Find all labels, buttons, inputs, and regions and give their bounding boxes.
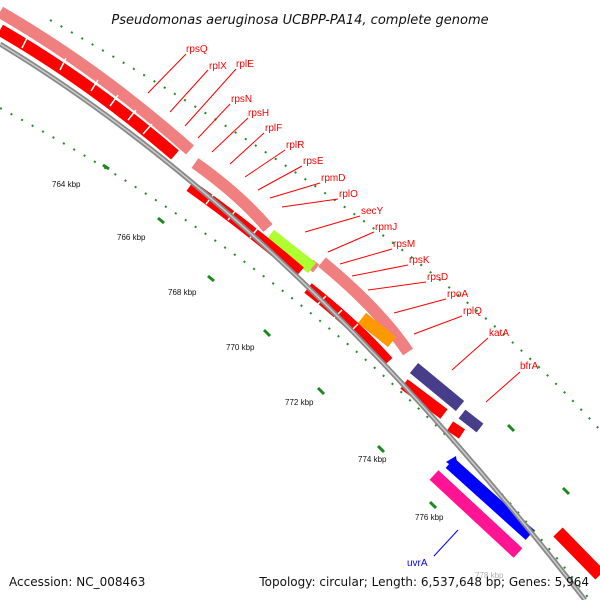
gc-dots-inner [0,107,591,600]
leader-rpmJ [327,231,375,253]
kbp-tick-marks [102,163,571,510]
gene-label-rpsN[interactable]: rpsN [231,94,252,105]
leader-rpmD [269,182,321,199]
leader-rplX [169,69,209,113]
leader-rpoA [393,298,447,314]
gene-label-rplX[interactable]: rplX [209,61,227,72]
leader-secY [304,215,361,233]
tick-mark [376,444,386,454]
gene-label-rpoA[interactable]: rpoA [447,289,468,300]
leader-rplO [281,198,339,208]
leader-katA [451,337,489,371]
leader-rpsK [351,264,409,277]
leader-rplQ [413,315,463,335]
blue-feature-uvrA[interactable] [445,458,535,540]
tick-mark [316,386,326,396]
tick-mark [561,486,571,496]
leader-rplE [184,68,237,127]
purple-feature-bfrA[interactable] [458,409,484,433]
leader-uvrA [433,529,459,557]
tick-mark [262,328,272,338]
orange-feature[interactable] [357,312,397,348]
leader-rplF [229,132,265,165]
gene-label-rpsE[interactable]: rpsE [303,156,324,167]
leader-rpsN [197,103,231,139]
kbp-labels: 764 kbp 766 kbp 768 kbp 770 kbp 772 kbp … [52,180,504,580]
chromosome-backbone-highlight [0,43,586,600]
cds-separator [109,94,119,107]
feature-bars [265,229,535,558]
tick-mark [506,423,516,433]
gene-label-rpsK[interactable]: rpsK [409,255,430,266]
label-leader-lines [147,53,521,557]
gene-label-rpsQ[interactable]: rpsQ [186,44,208,55]
gene-label-secY[interactable]: secY [361,206,384,217]
operon-band-segment [318,257,413,356]
genome-summary-text: Topology: circular; Length: 6,537,648 bp… [258,575,589,589]
cds-separator [127,109,137,121]
operon-band-segment [191,158,273,232]
gene-label-rplE[interactable]: rplE [236,59,254,70]
leader-rpsQ [147,53,187,94]
kbp-label-768: 768 kbp [168,288,197,297]
gene-labels: rpsQ rplX rplE rpsN rpsH rplF rplR rpsE … [186,44,539,569]
leader-rpsM [339,248,393,265]
chromosome-backbone [0,41,587,600]
kbp-label-778: 778 kbp [475,571,504,580]
tick-mark [207,274,215,283]
gene-label-rplQ[interactable]: rplQ [463,306,482,317]
operon-band-segment [0,6,194,155]
cds-separator [142,123,153,135]
gene-label-uvrA[interactable]: uvrA [407,558,428,569]
leader-rpsH [211,117,249,153]
cds-block-right[interactable] [553,527,600,580]
gene-label-rpsM[interactable]: rpsM [393,239,415,250]
magenta-feature[interactable] [429,470,523,558]
gene-label-katA[interactable]: katA [489,328,509,339]
cds-block-katA[interactable] [400,379,448,419]
gene-label-rpsH[interactable]: rpsH [248,108,269,119]
kbp-label-776: 776 kbp [415,513,444,522]
kbp-label-766: 766 kbp [117,233,146,242]
gene-label-rpsD[interactable]: rpsD [427,272,448,283]
tick-mark [102,163,110,171]
kbp-label-772: 772 kbp [285,398,314,407]
gc-dots-outer [49,19,600,431]
gene-label-rplO[interactable]: rplO [339,189,358,200]
map-title: Pseudomonas aeruginosa UCBPP-PA14, compl… [111,13,488,28]
cds-separator [59,57,67,71]
cds-separator [21,35,29,49]
tick-mark [428,500,438,510]
leader-rpsE [257,165,303,191]
blue-feature-arrowhead [446,456,458,470]
cds-separator [90,79,99,92]
cds-track [0,24,600,580]
leader-rpsD [367,281,427,291]
kbp-label-764: 764 kbp [52,180,81,189]
gene-label-rpmD[interactable]: rpmD [321,173,345,184]
purple-feature-katA[interactable] [409,362,465,412]
gene-label-rplR[interactable]: rplR [286,140,304,151]
leader-bfrA [485,371,521,403]
tick-mark [157,216,165,225]
kbp-label-770: 770 kbp [226,343,255,352]
gene-label-bfrA[interactable]: bfrA [520,361,539,372]
accession-text: Accession: NC_008463 [9,575,145,589]
cds-block-bfrA[interactable] [446,421,466,439]
leader-rplR [244,149,286,178]
green-feature[interactable] [265,229,317,274]
kbp-label-774: 774 kbp [358,455,387,464]
cds-track-upper [0,24,179,160]
gene-label-rpmJ[interactable]: rpmJ [375,222,397,233]
gene-label-rplF[interactable]: rplF [265,123,282,134]
